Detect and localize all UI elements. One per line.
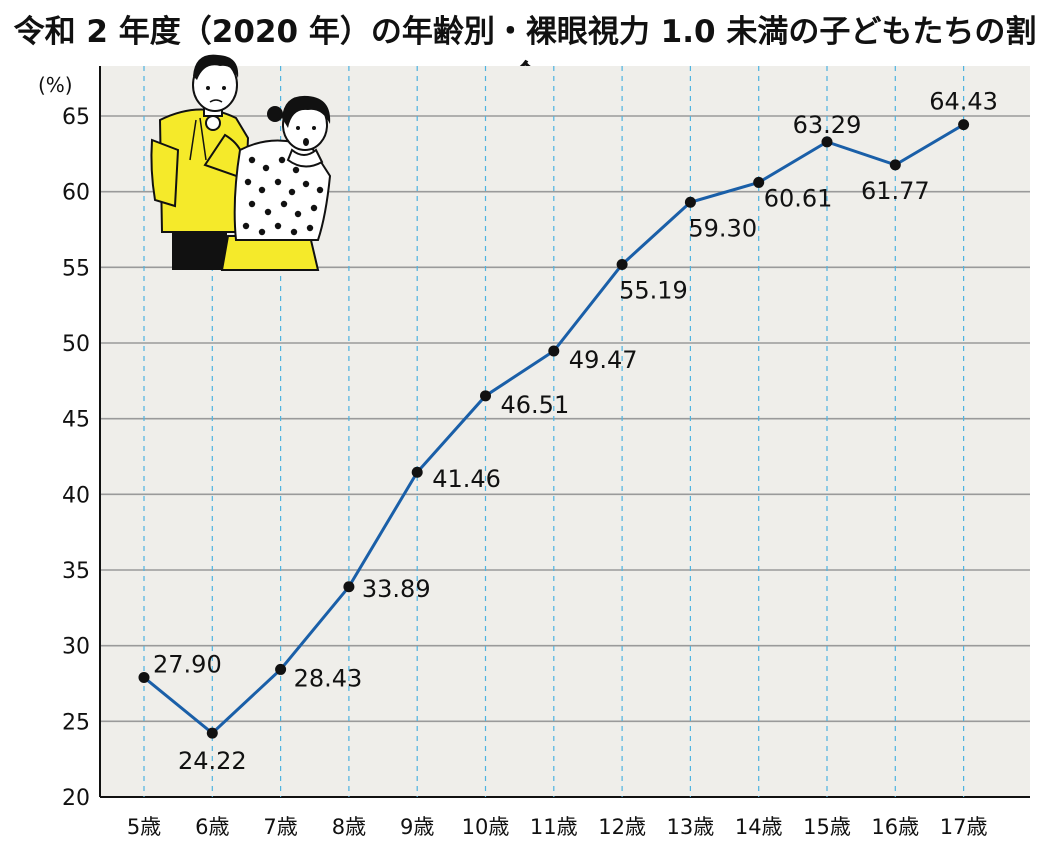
man-figure	[150, 54, 250, 270]
data-point	[821, 136, 833, 148]
data-label: 27.90	[153, 650, 222, 678]
data-point	[411, 466, 423, 478]
data-label: 63.29	[793, 111, 862, 139]
data-label: 28.43	[294, 664, 363, 692]
data-label: 33.89	[362, 575, 431, 603]
worried-couple-illustration	[150, 54, 332, 271]
x-tick-label: 12歳	[598, 815, 646, 839]
data-points	[138, 119, 970, 739]
x-tick-label: 15歳	[803, 815, 851, 839]
data-label: 49.47	[569, 346, 638, 374]
x-tick-label: 16歳	[871, 815, 919, 839]
data-label: 59.30	[688, 214, 757, 242]
x-axis-ticks: 5歳 6歳 7歳 8歳 9歳 10歳 11歳 12歳 13歳 14歳 15歳 16歳 17歳	[127, 815, 988, 839]
x-tick-label: 11歳	[530, 815, 578, 839]
y-tick-label: 50	[62, 332, 90, 357]
data-label: 41.46	[432, 465, 501, 493]
x-tick-label: 7歳	[263, 815, 297, 839]
y-tick-label: 25	[62, 710, 90, 735]
data-labels: 27.90 24.22 28.43 33.89 41.46 46.51 49.47 55.19…	[153, 88, 998, 776]
x-tick-label: 8歳	[332, 815, 366, 839]
data-point	[480, 390, 491, 402]
data-point	[889, 159, 901, 171]
x-tick-label: 5歳	[127, 815, 161, 839]
data-point	[753, 176, 765, 188]
data-point	[958, 119, 970, 131]
y-tick-label: 20	[62, 786, 90, 811]
y-axis-unit-label: (%)	[38, 73, 73, 97]
y-tick-label: 45	[62, 408, 90, 433]
y-tick-label: 30	[62, 635, 90, 660]
y-axis-ticks: 20 25 30 35 40 45 50 55 60 65	[62, 105, 90, 811]
woman-figure	[220, 95, 332, 271]
data-label: 64.43	[929, 88, 998, 116]
x-tick-label: 6歳	[195, 815, 229, 839]
x-tick-label: 14歳	[735, 815, 783, 839]
y-tick-label: 40	[62, 483, 90, 508]
data-label: 55.19	[619, 276, 688, 304]
x-tick-label: 13歳	[667, 815, 715, 839]
x-tick-label: 9歳	[400, 815, 434, 839]
data-label: 61.77	[861, 177, 930, 205]
data-point	[138, 671, 150, 683]
y-tick-label: 60	[62, 181, 90, 206]
data-label: 46.51	[501, 391, 570, 419]
y-tick-label: 55	[62, 256, 90, 281]
data-point	[548, 345, 560, 357]
chart-title: 令和 2 年度（2020 年）の年齢別・裸眼視力 1.0 未満の子どもたちの割合	[13, 14, 1037, 95]
horizontal-gridlines	[99, 66, 1030, 798]
data-point	[684, 196, 696, 208]
data-label: 24.22	[178, 747, 247, 775]
x-tick-label: 10歳	[462, 815, 510, 839]
y-tick-label: 35	[62, 559, 90, 584]
data-point	[206, 727, 218, 739]
y-tick-label: 65	[62, 105, 90, 130]
data-point	[616, 258, 628, 270]
data-label: 60.61	[764, 184, 833, 212]
data-point	[275, 663, 287, 675]
data-point	[343, 581, 355, 593]
x-tick-label: 17歳	[940, 815, 988, 839]
